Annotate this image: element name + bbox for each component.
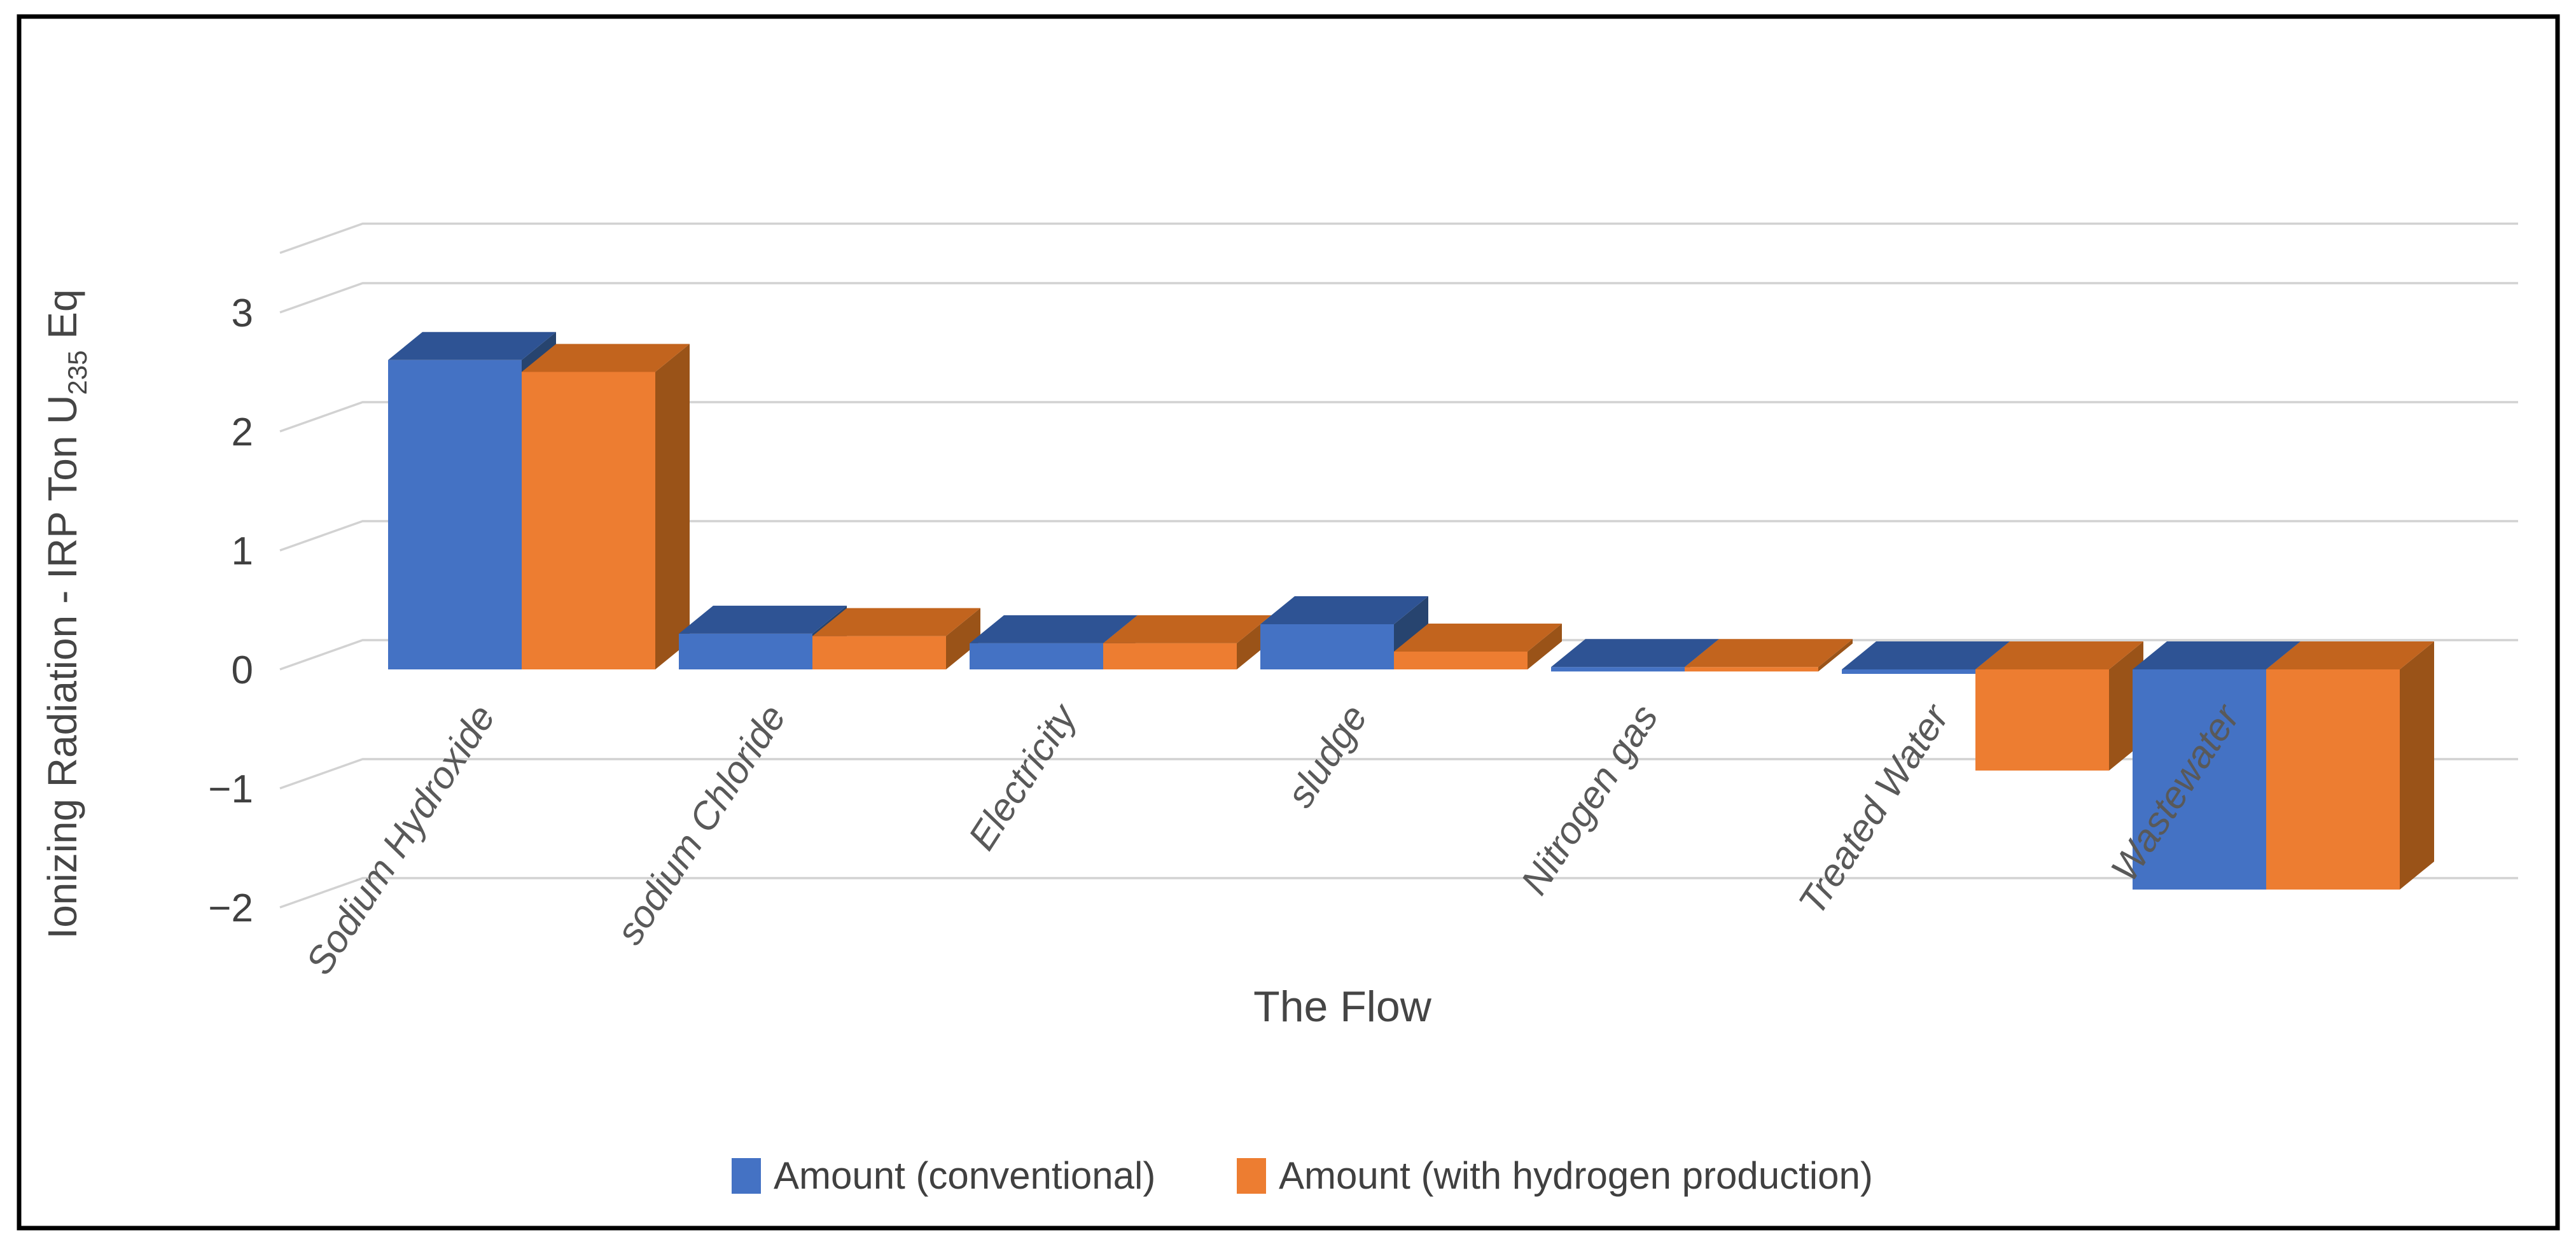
y-tick-label: −2 bbox=[208, 886, 253, 930]
bar-hydrogen-1 bbox=[522, 344, 690, 669]
gridline bbox=[279, 758, 2518, 790]
bar-hydrogen-6 bbox=[1975, 641, 2143, 771]
y-axis-title-subscript: 235 bbox=[62, 350, 92, 395]
bar-top-face bbox=[1551, 639, 1719, 667]
gridline bbox=[279, 401, 2518, 433]
bar-top-face bbox=[522, 344, 690, 372]
bar-top-face bbox=[970, 615, 1138, 643]
bar-hydrogen-2 bbox=[812, 608, 980, 669]
y-tick-label: 2 bbox=[232, 410, 253, 454]
y-tick-label: 0 bbox=[232, 648, 253, 692]
legend: Amount (conventional) Amount (with hydrog… bbox=[732, 1154, 1873, 1197]
bar-hydrogen-7 bbox=[2266, 641, 2434, 890]
bar-top-face bbox=[1842, 641, 2010, 669]
bar-front-face bbox=[1842, 669, 1975, 674]
bar-top-face bbox=[388, 332, 556, 360]
bar-top-face bbox=[1260, 596, 1428, 624]
bar-side-face bbox=[1528, 623, 1562, 669]
bar-top-face bbox=[2266, 641, 2434, 669]
bar-front-face bbox=[970, 643, 1103, 669]
legend-item-2: Amount (with hydrogen production) bbox=[1237, 1154, 1873, 1197]
bar-front-face bbox=[388, 360, 522, 669]
bar-front-face bbox=[1685, 667, 1818, 672]
bar-hydrogen-4 bbox=[1394, 623, 1562, 669]
bar-top-face bbox=[1103, 615, 1271, 643]
y-axis-tick-labels: 3 2 1 0 −1 −2 bbox=[208, 291, 253, 930]
gridline bbox=[279, 877, 2518, 909]
bar-front-face bbox=[1551, 667, 1685, 672]
bar-top-face bbox=[1394, 623, 1562, 652]
y-tick-label: 3 bbox=[232, 291, 253, 335]
legend-label: Amount (with hydrogen production) bbox=[1279, 1154, 1873, 1197]
chart-frame-border bbox=[17, 14, 2560, 1231]
legend-label: Amount (conventional) bbox=[774, 1154, 1155, 1197]
bar-top-face bbox=[2133, 641, 2301, 669]
bar-top-face bbox=[679, 605, 847, 634]
bar-front-face bbox=[2133, 669, 2266, 890]
legend-item-1: Amount (conventional) bbox=[732, 1154, 1155, 1197]
legend-swatch-blue bbox=[732, 1158, 761, 1194]
x-axis-title: The Flow bbox=[1253, 982, 1432, 1031]
bars bbox=[388, 332, 2434, 890]
bar-front-face bbox=[1260, 624, 1394, 669]
bar-side-face bbox=[1818, 639, 1853, 672]
y-tick-label: −1 bbox=[208, 767, 253, 811]
y-axis-title-suffix: Eq bbox=[39, 289, 85, 350]
bar-hydrogen-3 bbox=[1103, 615, 1271, 669]
bar-conventional-2 bbox=[679, 605, 847, 669]
bar-top-face bbox=[1685, 639, 1853, 667]
bar-side-face bbox=[2400, 641, 2434, 890]
y-axis-title: Ionizing Radiation - IRP Ton U235 Eq bbox=[39, 289, 92, 939]
bar-top-face bbox=[1975, 641, 2143, 669]
gridline bbox=[279, 520, 2518, 552]
bar-front-face bbox=[812, 636, 946, 669]
bar-front-face bbox=[679, 633, 812, 669]
bar-side-face bbox=[655, 344, 690, 669]
bar-front-face bbox=[2266, 669, 2400, 890]
bar-front-face bbox=[1975, 669, 2109, 771]
gridlines bbox=[279, 222, 2518, 909]
bar-top-face bbox=[812, 608, 980, 636]
bar-front-face bbox=[1103, 643, 1237, 669]
gridline bbox=[279, 222, 2518, 255]
gridline bbox=[279, 282, 2518, 314]
bar-side-face bbox=[946, 608, 980, 669]
bar-front-face bbox=[1394, 651, 1528, 669]
legend-swatch-orange bbox=[1237, 1158, 1266, 1194]
bar-hydrogen-5 bbox=[1685, 639, 1853, 672]
y-tick-label: 1 bbox=[232, 529, 253, 573]
bar-front-face bbox=[522, 372, 655, 669]
